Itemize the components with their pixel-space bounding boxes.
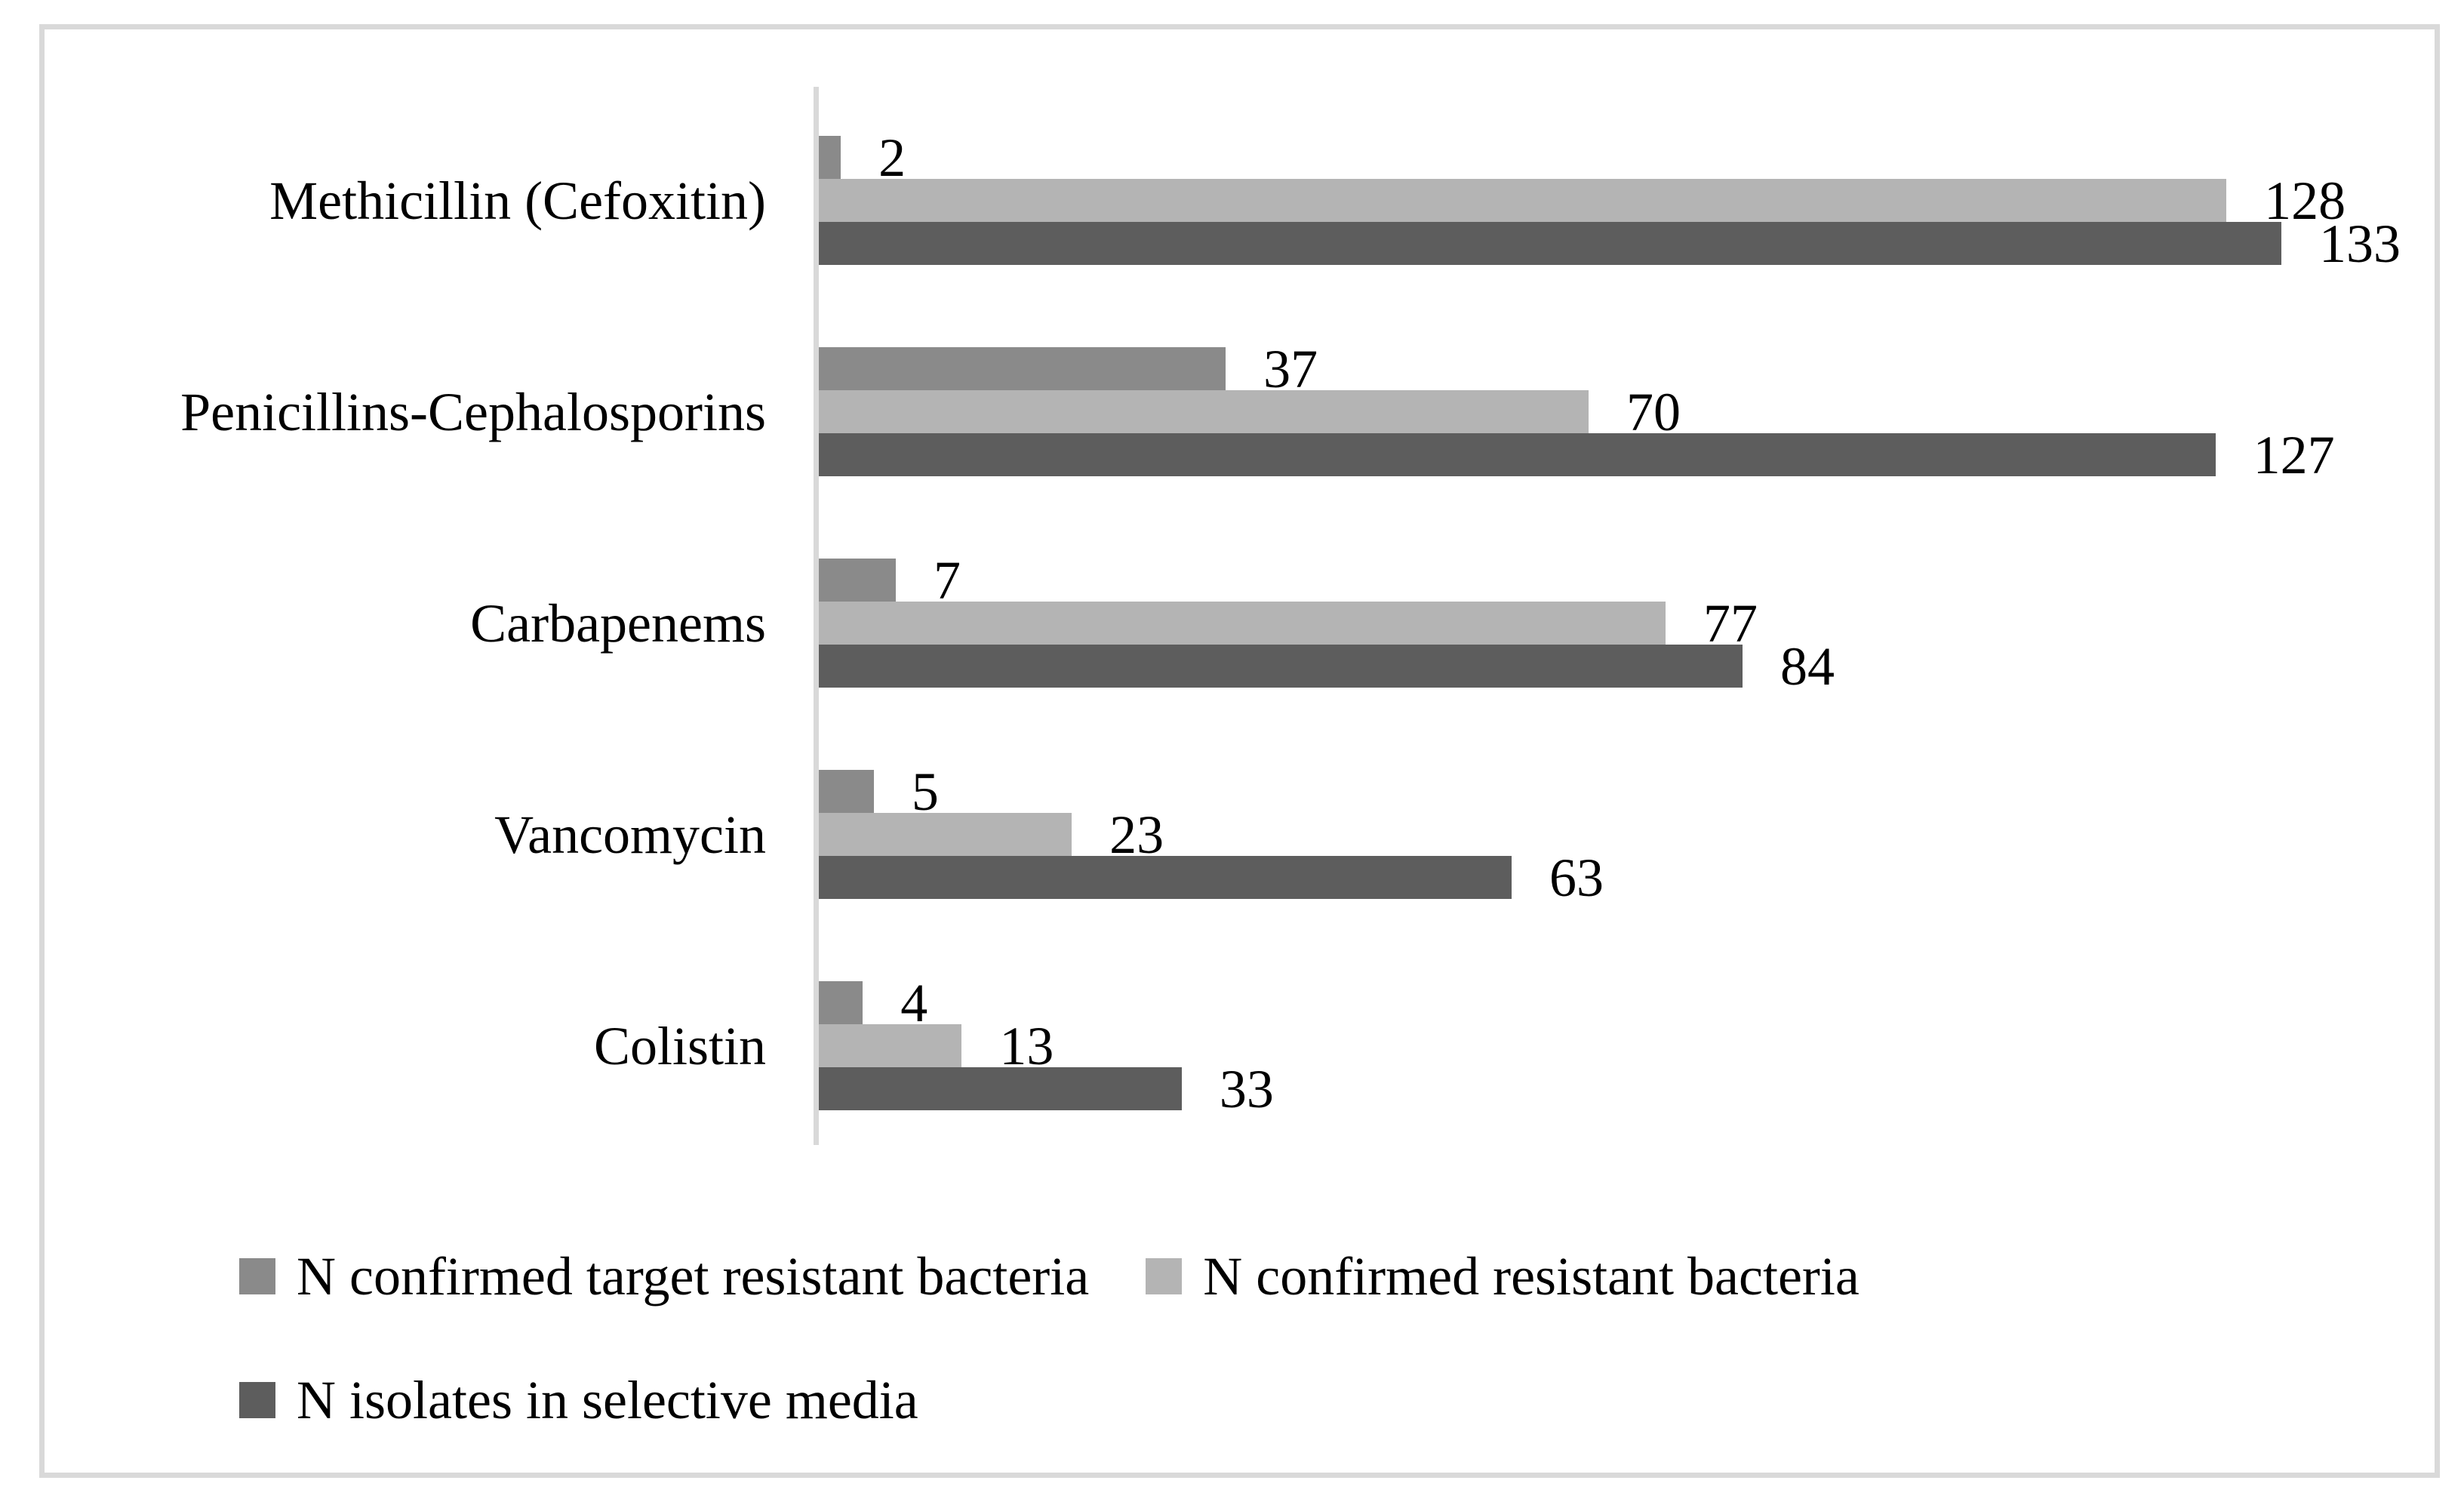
- bar-series-3: [819, 433, 2216, 476]
- bar-row: 77: [819, 596, 2358, 651]
- bar-series-2: [819, 1024, 962, 1067]
- data-label: 4: [900, 972, 928, 1033]
- bar-series-1: [819, 981, 863, 1024]
- figure-frame: [39, 24, 2440, 1478]
- bar-series-2: [819, 179, 2227, 222]
- bar-series-1: [819, 347, 1226, 390]
- data-label: 7: [934, 549, 961, 611]
- bar-series-1: [819, 770, 874, 813]
- category-label: Carbapenems: [470, 592, 766, 654]
- bar-series-1: [819, 559, 896, 602]
- data-label: 33: [1219, 1058, 1274, 1119]
- data-label: 127: [2253, 424, 2335, 485]
- data-label: 84: [1780, 636, 1835, 697]
- data-label: 77: [1703, 592, 1758, 654]
- legend-item: N confirmed target resistant bacteria: [239, 1249, 1089, 1303]
- bar-series-3: [819, 856, 1512, 899]
- data-label: 128: [2264, 170, 2346, 231]
- data-label: 63: [1549, 847, 1604, 908]
- bar-row: 2: [819, 131, 2358, 185]
- chart-legend: N confirmed target resistant bacteria N c…: [239, 1249, 2171, 1427]
- bar-series-3: [819, 1067, 1182, 1110]
- data-label: 5: [911, 761, 939, 822]
- bar-group: 4 13 33: [819, 976, 2358, 1116]
- legend-item: N isolates in selective media: [239, 1373, 918, 1427]
- bar-series-3: [819, 645, 1743, 688]
- data-label: 37: [1263, 338, 1318, 399]
- category-label: Penicillins-Cephalosporins: [180, 381, 766, 442]
- legend-item: N confirmed resistant bacteria: [1146, 1249, 1860, 1303]
- legend-swatch-icon: [1146, 1258, 1183, 1294]
- data-label: 2: [878, 127, 906, 188]
- bar-row: 133: [819, 217, 2401, 271]
- category-label: Colistin: [593, 1015, 766, 1076]
- bar-row: 7: [819, 553, 2358, 608]
- bar-series-2: [819, 390, 1589, 433]
- bar-row: 4: [819, 976, 2358, 1030]
- legend-label: N isolates in selective media: [297, 1370, 918, 1430]
- bar-row: 23: [819, 808, 2358, 862]
- data-label: 70: [1626, 381, 1681, 442]
- bar-row: 37: [819, 342, 2358, 396]
- bar-group: 7 77 84: [819, 553, 2358, 694]
- legend-swatch-icon: [239, 1258, 275, 1294]
- bar-row: 128: [819, 174, 2358, 228]
- data-label: 13: [999, 1015, 1054, 1076]
- bar-series-2: [819, 602, 1666, 645]
- bar-group: 2 128 133: [819, 131, 2401, 271]
- bar-row: 70: [819, 385, 2358, 439]
- category-label: Vancomycin: [494, 804, 766, 865]
- bar-row: 5: [819, 765, 2358, 819]
- bar-series-1: [819, 136, 841, 179]
- data-label: 133: [2319, 213, 2401, 274]
- bar-row: 63: [819, 851, 2358, 905]
- bar-series-3: [819, 222, 2281, 265]
- bar-group: 37 70 127: [819, 342, 2358, 482]
- bar-group: 5 23 63: [819, 765, 2358, 905]
- bar-row: 13: [819, 1019, 2358, 1073]
- category-label: Methicillin (Cefoxitin): [269, 170, 766, 231]
- data-label: 23: [1109, 804, 1164, 865]
- bar-row: 84: [819, 639, 2358, 694]
- legend-label: N confirmed target resistant bacteria: [297, 1246, 1090, 1307]
- bar-series-2: [819, 813, 1072, 856]
- bar-row: 33: [819, 1062, 2358, 1116]
- legend-swatch-icon: [239, 1382, 275, 1418]
- bar-row: 127: [819, 428, 2358, 482]
- category-axis-line: [814, 87, 819, 1145]
- legend-label: N confirmed resistant bacteria: [1203, 1246, 1860, 1307]
